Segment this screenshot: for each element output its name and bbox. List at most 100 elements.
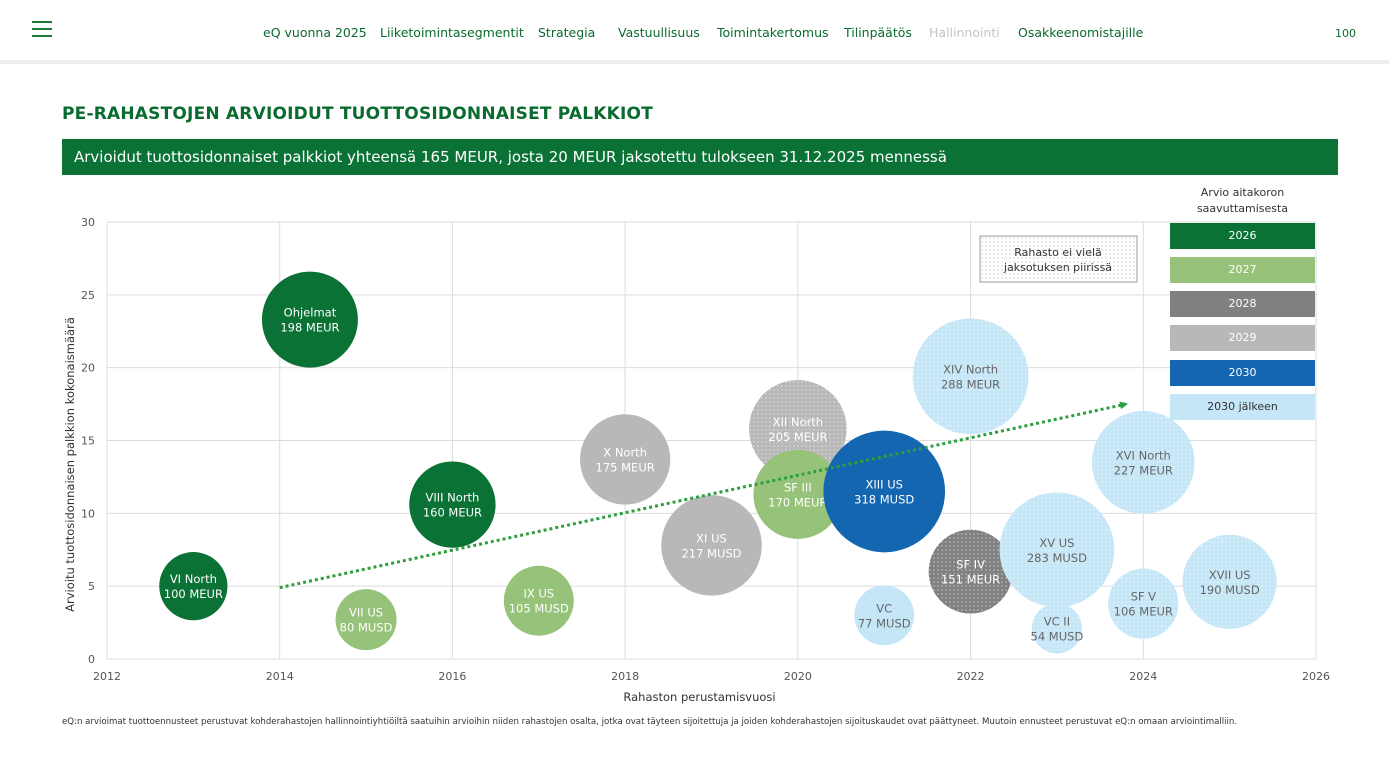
bubble-label-name: VIII North bbox=[425, 491, 479, 505]
nav-item-shareholders[interactable]: Osakkeenomistajille bbox=[1018, 25, 1144, 40]
bubble-dot-texture bbox=[999, 492, 1115, 608]
bubble-circle bbox=[753, 449, 843, 539]
bubble-label-value: 217 MUSD bbox=[681, 546, 741, 560]
bubble-label-value: 80 MUSD bbox=[340, 621, 393, 635]
bubble-label-value: 77 MUSD bbox=[858, 616, 911, 630]
bubble-label-value: 105 MUSD bbox=[509, 602, 569, 616]
x-tick-label: 2020 bbox=[784, 670, 812, 683]
nav-item-report[interactable]: Toimintakertomus bbox=[717, 25, 829, 40]
x-tick-label: 2016 bbox=[438, 670, 466, 683]
nav-item-financials[interactable]: Tilinpäätös bbox=[844, 25, 912, 40]
nav-item-strategy[interactable]: Strategia bbox=[538, 25, 596, 40]
bubble-label-name: VI North bbox=[170, 572, 217, 586]
legend-title-line2: saavuttamisesta bbox=[1196, 202, 1289, 215]
hamburger-menu-icon[interactable] bbox=[32, 20, 52, 38]
bubble-dot-texture bbox=[928, 529, 1013, 614]
bubble-label-name: XII North bbox=[773, 415, 823, 429]
bubble-label-value: 227 MEUR bbox=[1114, 463, 1173, 477]
bubble-circle bbox=[854, 585, 915, 646]
bubble-dot-texture bbox=[1108, 568, 1179, 639]
bubble-circle bbox=[335, 589, 397, 651]
bubble-label-name: VC bbox=[876, 601, 892, 615]
y-tick-label: 15 bbox=[81, 435, 95, 448]
bubble-label-value: 190 MUSD bbox=[1200, 583, 1260, 597]
nav-item-segments[interactable]: Liiketoimintasegmentit bbox=[380, 25, 524, 40]
x-tick-label: 2024 bbox=[1129, 670, 1157, 683]
bubble-label-value: 151 MEUR bbox=[941, 573, 1000, 587]
legend-item: 2026 bbox=[1170, 223, 1315, 249]
dotted-note-text: jaksotuksen piirissä bbox=[1003, 261, 1112, 274]
legend-item: 2029 bbox=[1170, 325, 1315, 351]
top-bar bbox=[0, 0, 1389, 60]
summary-banner-text: Arvioidut tuottosidonnaiset palkkiot yht… bbox=[74, 148, 947, 166]
bubble-label-value: 283 MUSD bbox=[1027, 551, 1087, 565]
page-title: PE-RAHASTOJEN ARVIOIDUT TUOTTOSIDONNAISE… bbox=[62, 104, 654, 124]
bubble-dot-texture bbox=[912, 318, 1029, 435]
bubble-label-name: XVI North bbox=[1116, 448, 1171, 462]
bubble-circle bbox=[580, 414, 671, 505]
x-tick-label: 2012 bbox=[93, 670, 121, 683]
top-navigation: eQ vuonna 2025 Liiketoimintasegmentit St… bbox=[0, 25, 1389, 45]
bubble-label-name: VII US bbox=[349, 606, 383, 620]
legend-item: 2027 bbox=[1170, 257, 1315, 283]
x-tick-label: 2026 bbox=[1302, 670, 1330, 683]
bubble-label-name: VC II bbox=[1044, 614, 1070, 628]
bubble-circle bbox=[409, 461, 496, 548]
y-tick-label: 25 bbox=[81, 289, 95, 302]
bubble-circle bbox=[823, 430, 946, 553]
legend-title: Arvio aitakoron saavuttamisesta bbox=[1170, 185, 1315, 217]
bubble-label-value: 54 MUSD bbox=[1031, 629, 1084, 643]
bubble-label-name: SF V bbox=[1131, 590, 1157, 604]
bubble-label-value: 318 MUSD bbox=[854, 492, 914, 506]
x-tick-label: 2014 bbox=[266, 670, 294, 683]
y-axis-label: Arvioitu tuottosidonnaisen palkkion koko… bbox=[63, 317, 77, 612]
bubble-label-name: X North bbox=[603, 445, 647, 459]
y-tick-label: 0 bbox=[88, 653, 95, 666]
y-tick-label: 5 bbox=[88, 580, 95, 593]
bubble-dot-texture bbox=[1182, 534, 1277, 629]
bubble-label-name: XVII US bbox=[1209, 568, 1251, 582]
dotted-note-box: Rahasto ei vielä jaksotuksen piirissä bbox=[979, 235, 1138, 283]
x-axis-label: Rahaston perustamisvuosi bbox=[623, 690, 775, 704]
legend-item: 2030 bbox=[1170, 360, 1315, 386]
bubble-label-name: XI US bbox=[696, 531, 727, 545]
bubble-label-value: 288 MEUR bbox=[941, 377, 1000, 391]
bubble-label-name: SF III bbox=[784, 480, 812, 494]
bubble-circle bbox=[503, 565, 574, 636]
y-tick-label: 20 bbox=[81, 362, 95, 375]
bubble-label-name: Ohjelmat bbox=[284, 306, 337, 320]
dotted-note-texture bbox=[981, 237, 1136, 281]
bubble-dot-texture bbox=[1031, 603, 1082, 654]
trend-arrow bbox=[279, 401, 1128, 590]
top-divider bbox=[0, 60, 1389, 64]
nav-item-eq-2025[interactable]: eQ vuonna 2025 bbox=[263, 25, 367, 40]
bubble-label-name: IX US bbox=[523, 587, 554, 601]
nav-item-sustainability[interactable]: Vastuullisuus bbox=[618, 25, 700, 40]
dotted-note-text: Rahasto ei vielä bbox=[1014, 246, 1102, 259]
bubble-circle bbox=[661, 495, 762, 596]
legend-item: 2030 jälkeen bbox=[1170, 394, 1315, 420]
bubble-label-value: 106 MEUR bbox=[1114, 605, 1173, 619]
bubble-dot-texture bbox=[749, 380, 847, 478]
bubble-label-value: 160 MEUR bbox=[423, 506, 482, 520]
x-tick-label: 2022 bbox=[957, 670, 985, 683]
nav-item-governance[interactable]: Hallinnointi bbox=[929, 25, 1000, 40]
bubble-dot-texture bbox=[1091, 410, 1195, 514]
legend-item: 2028 bbox=[1170, 291, 1315, 317]
